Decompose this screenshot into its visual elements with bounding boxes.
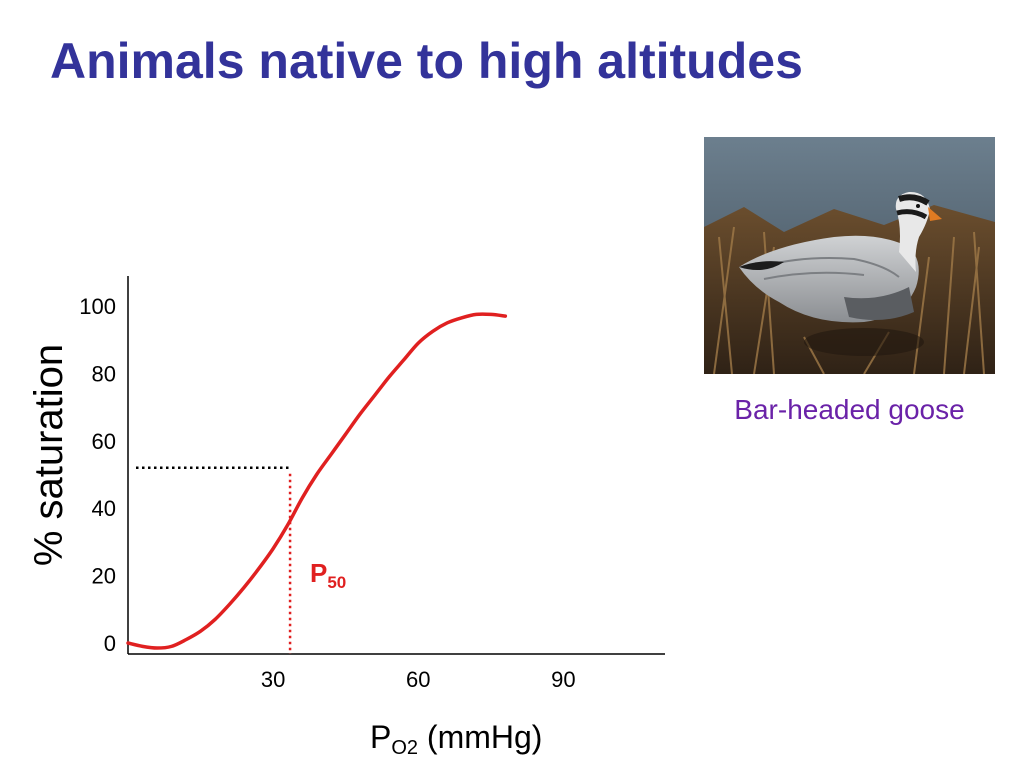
x-tick-label: 90	[551, 667, 575, 692]
y-tick-label: 60	[92, 429, 116, 454]
x-axis-title-sub: O2	[391, 737, 418, 759]
slide-title: Animals native to high altitudes	[50, 33, 803, 89]
saturation-curve	[126, 312, 508, 650]
y-tick-label: 0	[104, 631, 116, 656]
photo-caption: Bar-headed goose	[734, 394, 965, 425]
goose-photo	[704, 137, 995, 374]
x-axis-title-main: P	[370, 719, 391, 755]
x-tick-label: 60	[406, 667, 430, 692]
p50-label-main: P	[310, 558, 327, 588]
y-axis-title: % saturation	[27, 344, 71, 566]
x-tick-label: 30	[261, 667, 285, 692]
x-axis-title-rest: (mmHg)	[418, 719, 542, 755]
y-tick-label: 40	[92, 496, 116, 521]
p50-label: P50	[310, 558, 346, 592]
y-tick-label: 80	[92, 361, 116, 386]
x-axis-title: PO2 (mmHg)	[370, 719, 542, 759]
y-tick-label: 100	[79, 294, 116, 319]
p50-label-sub: 50	[327, 573, 346, 592]
y-tick-label: 20	[92, 564, 116, 589]
